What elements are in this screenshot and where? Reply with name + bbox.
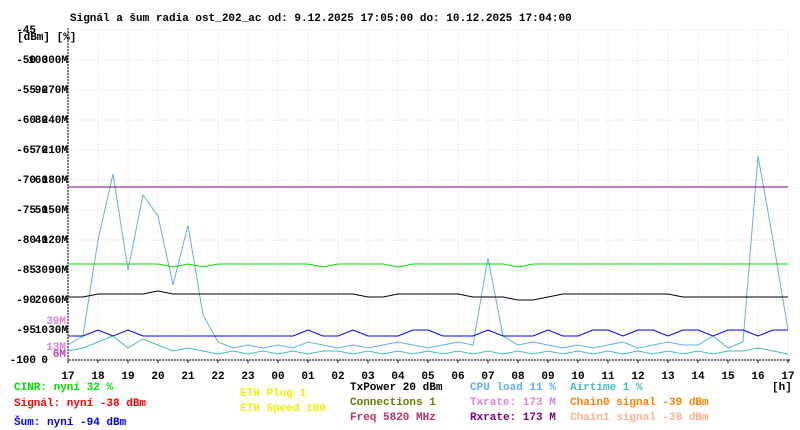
- y-tick-label: -65: [16, 145, 36, 157]
- x-tick-label: 12: [631, 371, 644, 383]
- series-line: [68, 335, 788, 355]
- series-line: [68, 290, 788, 301]
- y2-tick-label: 0: [41, 355, 48, 367]
- y3-tick-label: 60M: [48, 295, 68, 307]
- x-tick-label: 04: [391, 371, 405, 383]
- y3-tick-label: 90M: [48, 265, 68, 277]
- y-tick-label: -80: [16, 235, 36, 247]
- y2-tick-label: 80: [35, 115, 48, 127]
- y2-tick-label: 40: [35, 235, 48, 247]
- plot: [68, 155, 788, 355]
- x-tick-label: 23: [241, 371, 255, 383]
- x-unit: [h]: [772, 382, 792, 394]
- x-tick-label: 01: [301, 371, 315, 383]
- y-tick-label: -95: [16, 325, 36, 337]
- marker-label: 13M: [46, 342, 66, 354]
- y3-tick-label: 300M: [42, 55, 69, 67]
- y-tick-label: -70: [16, 175, 36, 187]
- y2-tick-label: 10: [35, 325, 48, 337]
- x-tick-label: 21: [181, 371, 195, 383]
- legend-entry: ETH Plug 1: [240, 388, 306, 400]
- legend-entry: Signál: nyní -38 dBm: [14, 398, 146, 410]
- x-tick-label: 22: [211, 371, 224, 383]
- legend-entry: Airtime 1 %: [570, 382, 643, 394]
- legend-entry: TxPower 20 dBm: [350, 382, 443, 394]
- x-tick-label: 16: [751, 371, 764, 383]
- series-line: [68, 329, 788, 337]
- x-tick-label: 19: [121, 371, 134, 383]
- marker-label: 6M: [53, 349, 67, 361]
- legend-entry: Freq 5820 MHz: [350, 412, 436, 424]
- x-tick-label: 06: [451, 371, 464, 383]
- y2-tick-label: 70: [35, 145, 48, 157]
- chart-title: Signál a šum radia ost_202_ac od: 9.12.2…: [70, 13, 572, 25]
- x-tick-label: 02: [331, 371, 344, 383]
- y3-tick-label: 240M: [42, 115, 69, 127]
- y3-tick-label: 150M: [42, 205, 69, 217]
- y-tick-label: -45: [16, 25, 36, 37]
- legend-entry: Rxrate: 173 M: [470, 412, 556, 424]
- x-tick-label: 11: [601, 371, 615, 383]
- x-tick-label: 17: [61, 371, 74, 383]
- series-line: [68, 155, 788, 349]
- y2-tick-label: 50: [35, 205, 48, 217]
- legend-entry: CPU load 11 %: [470, 382, 556, 394]
- axis-units: [dBm] [%]: [17, 32, 76, 44]
- x-tick-label: 07: [481, 371, 494, 383]
- legend-entry: CINR: nyní 32 %: [14, 382, 113, 394]
- x-tick-label: 13: [661, 371, 675, 383]
- series-line: [68, 263, 788, 268]
- x-tick-label: 17: [781, 371, 794, 383]
- legend-entry: Txrate: 173 M: [470, 397, 556, 409]
- y3-tick-label: 30M: [48, 325, 68, 337]
- legend-entry: ETH Speed 100: [240, 403, 326, 415]
- x-tick-label: 18: [91, 371, 105, 383]
- y-tick-label: -85: [16, 265, 36, 277]
- legend-entry: Chain1 signal -38 dBm: [570, 412, 709, 424]
- legend-entry: Šum: nyní -94 dBm: [14, 415, 127, 429]
- y3-tick-label: 180M: [42, 175, 69, 187]
- x-tick-label: 05: [421, 371, 435, 383]
- x-tick-label: 14: [691, 371, 705, 383]
- y-tick-label: -75: [16, 205, 36, 217]
- y-tick-label: -60: [16, 115, 36, 127]
- x-tick-label: 20: [151, 371, 164, 383]
- y-tick-label: -100: [10, 355, 36, 367]
- y2-tick-label: 20: [35, 295, 48, 307]
- marker-label: 39M: [46, 316, 66, 328]
- x-tick-label: 09: [541, 371, 554, 383]
- y3-tick-label: 120M: [42, 235, 69, 247]
- x-tick-label: 10: [571, 371, 584, 383]
- y3-tick-label: 210M: [42, 145, 69, 157]
- x-tick-label: 15: [721, 371, 735, 383]
- legend-entry: Connections 1: [350, 397, 436, 409]
- x-tick-label: 03: [361, 371, 375, 383]
- y-tick-label: -90: [16, 295, 36, 307]
- y2-tick-label: 30: [35, 265, 48, 277]
- x-tick-label: 08: [511, 371, 525, 383]
- y-tick-label: -50: [16, 55, 36, 67]
- y-tick-label: -55: [16, 85, 36, 97]
- y2-tick-label: 60: [35, 175, 48, 187]
- y2-tick-label: 100: [28, 55, 48, 67]
- x-tick-label: 00: [271, 371, 284, 383]
- y3-tick-label: 270M: [42, 85, 69, 97]
- y2-tick-label: 90: [35, 85, 48, 97]
- legend-entry: Chain0 signal -39 dBm: [570, 397, 709, 409]
